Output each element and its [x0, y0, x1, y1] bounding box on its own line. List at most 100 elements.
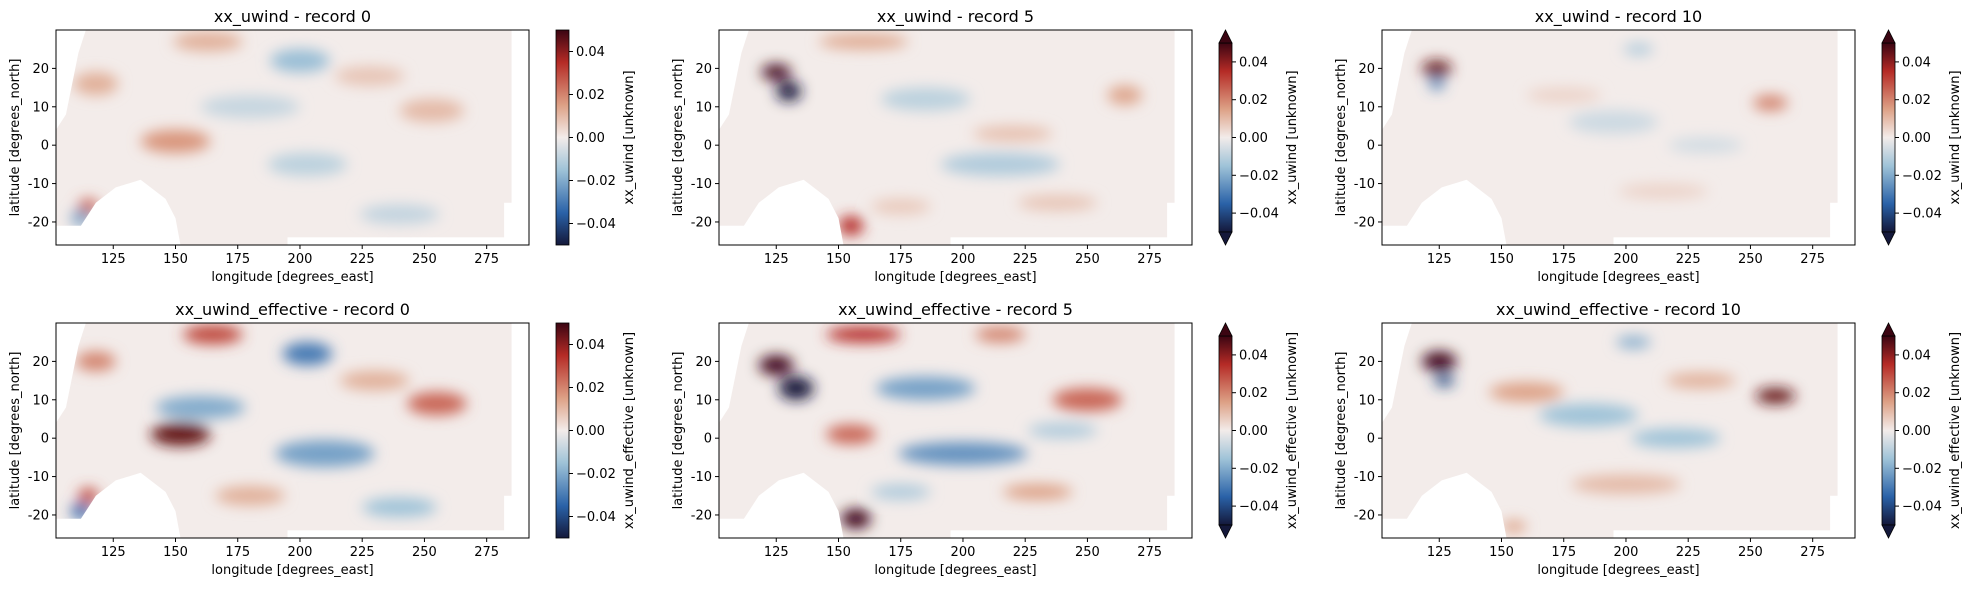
- y-axis-label: latitude [degrees_north]: [8, 352, 23, 510]
- anomaly-blob: [407, 392, 467, 416]
- colorbar-tick-label: −0.04: [576, 510, 616, 525]
- colorbar-gradient: [1218, 42, 1233, 233]
- x-tick-label: 175: [225, 252, 250, 267]
- x-tick-label: 275: [474, 545, 499, 560]
- anomaly-blob: [758, 355, 794, 375]
- colorbar-tick-label: 0.02: [1902, 93, 1931, 108]
- anomaly-blob: [826, 326, 901, 343]
- colorbar-gradient: [1881, 42, 1896, 233]
- x-tick-label: 200: [1614, 252, 1639, 267]
- colorbar-tick-label: 0.04: [1239, 348, 1268, 363]
- anomaly-blob: [838, 216, 864, 236]
- x-axis-label: longitude [degrees_east]: [874, 563, 1036, 578]
- panel-2: 125 150 175 200 225 250 275 20 10 0 -10 -20 xx_uwind…: [671, 7, 1300, 285]
- panel-6: 125 150 175 200 225 250 275 20 10 0 -10 -20 xx_uwind…: [1334, 300, 1963, 578]
- anomaly-blob: [1630, 428, 1721, 448]
- colorbar: 0.04 0.02 0.00 −0.02 −0.04 xx_uwind [unknown]: [1881, 29, 1963, 246]
- anomaly-blob: [1571, 474, 1681, 494]
- colorbar-tick-label: −0.02: [576, 467, 616, 482]
- x-tick-label: 200: [951, 545, 976, 560]
- y-tick-label: -20: [28, 215, 49, 230]
- y-axis-label: latitude [degrees_north]: [1334, 59, 1349, 217]
- colorbar-tick-label: −0.02: [1239, 169, 1279, 184]
- x-tick-label: 250: [1738, 252, 1763, 267]
- x-tick-label: 175: [1551, 545, 1576, 560]
- axes-frame: [1381, 322, 1856, 539]
- colorbar-extend-max: [1218, 29, 1233, 44]
- anomaly-blob: [339, 370, 410, 391]
- x-axis-label: longitude [degrees_east]: [211, 270, 373, 285]
- colorbar-extend-min: [1218, 231, 1233, 246]
- y-tick-label: -10: [1354, 470, 1375, 485]
- anomaly-blob: [155, 395, 246, 419]
- colorbar-label: xx_uwind_effective [unknown]: [622, 332, 637, 529]
- x-tick-label: 125: [1427, 545, 1452, 560]
- colorbar-tick-label: 0.04: [1239, 55, 1268, 70]
- colorbar: 0.04 0.02 0.00 −0.02 −0.04 xx_uwind [unknown]: [555, 29, 637, 246]
- panel-4: 125 150 175 200 225 250 275 20 10 0 -10 -20 xx_uwind…: [8, 300, 637, 578]
- anomaly-blob: [1668, 137, 1743, 153]
- y-tick-label: -10: [691, 177, 712, 192]
- x-tick-label: 250: [1738, 545, 1763, 560]
- y-tick-label: -10: [28, 177, 49, 192]
- axes-frame: [718, 322, 1193, 539]
- x-tick-label: 175: [1551, 252, 1576, 267]
- panel-5: 125 150 175 200 225 250 275 20 10 0 -10 -20 xx_uwind…: [671, 300, 1300, 578]
- colorbar-gradient: [1881, 335, 1896, 526]
- y-axis-label: latitude [degrees_north]: [671, 352, 686, 510]
- axes-frame: [718, 29, 1193, 246]
- anomaly-blob: [1501, 520, 1527, 533]
- y-tick-label: 20: [32, 355, 49, 370]
- colorbar-label: xx_uwind [unknown]: [622, 70, 637, 204]
- anomaly-blob: [1052, 388, 1123, 412]
- panel-3: 125 150 175 200 225 250 275 20 10 0 -10 -20 xx_uwind…: [1334, 7, 1963, 285]
- land-mask: [719, 30, 1192, 245]
- colorbar-gradient: [555, 29, 570, 246]
- axes-frame: [1381, 29, 1856, 246]
- colorbar-tick-label: −0.04: [1902, 500, 1942, 515]
- anomaly-blob: [1568, 110, 1659, 134]
- colorbar-tick-label: 0.02: [576, 381, 605, 396]
- colorbar-tick-label: −0.02: [1239, 462, 1279, 477]
- anomaly-blob: [359, 204, 440, 224]
- anomaly-blob: [826, 424, 876, 444]
- anomaly-blob: [173, 31, 243, 52]
- x-tick-label: 250: [1075, 545, 1100, 560]
- x-tick-label: 225: [350, 252, 375, 267]
- anomaly-blob: [972, 125, 1053, 142]
- colorbar-tick-label: 0.00: [576, 424, 605, 439]
- colorbar-extend-min: [1881, 231, 1896, 246]
- anomaly-blob: [275, 440, 375, 467]
- x-axis-label: longitude [degrees_east]: [211, 563, 373, 578]
- land-mask: [56, 30, 529, 245]
- y-tick-label: -20: [691, 508, 712, 523]
- colorbar-extend-max: [1881, 322, 1896, 337]
- anomaly-blob: [898, 442, 1028, 466]
- x-axis-label: longitude [degrees_east]: [1537, 270, 1699, 285]
- anomaly-blob: [267, 152, 348, 176]
- x-tick-label: 225: [1013, 252, 1038, 267]
- y-tick-label: -10: [28, 470, 49, 485]
- anomaly-blob: [73, 72, 119, 96]
- x-tick-label: 275: [1137, 252, 1162, 267]
- x-tick-label: 225: [1676, 252, 1701, 267]
- colorbar-tick-label: −0.02: [576, 174, 616, 189]
- colorbar-tick-label: −0.04: [1239, 500, 1279, 515]
- x-tick-label: 250: [412, 252, 437, 267]
- x-axis-label: longitude [degrees_east]: [1537, 563, 1699, 578]
- x-tick-label: 150: [826, 252, 851, 267]
- y-tick-label: 0: [1367, 432, 1375, 447]
- colorbar-label: xx_uwind [unknown]: [1948, 70, 1963, 204]
- y-tick-label: 0: [41, 139, 49, 154]
- colorbar-tick-label: −0.02: [1902, 462, 1942, 477]
- land-mask: [1382, 30, 1855, 245]
- anomaly-blob: [1489, 382, 1564, 402]
- y-tick-label: 20: [1358, 62, 1375, 77]
- anomaly-blob: [1665, 372, 1736, 389]
- anomaly-blob: [1017, 195, 1098, 211]
- panel-title: xx_uwind - record 0: [214, 7, 371, 27]
- y-tick-label: 20: [695, 62, 712, 77]
- colorbar-gradient: [555, 322, 570, 539]
- colorbar-tick-label: 0.00: [1239, 424, 1268, 439]
- y-tick-label: -20: [691, 215, 712, 230]
